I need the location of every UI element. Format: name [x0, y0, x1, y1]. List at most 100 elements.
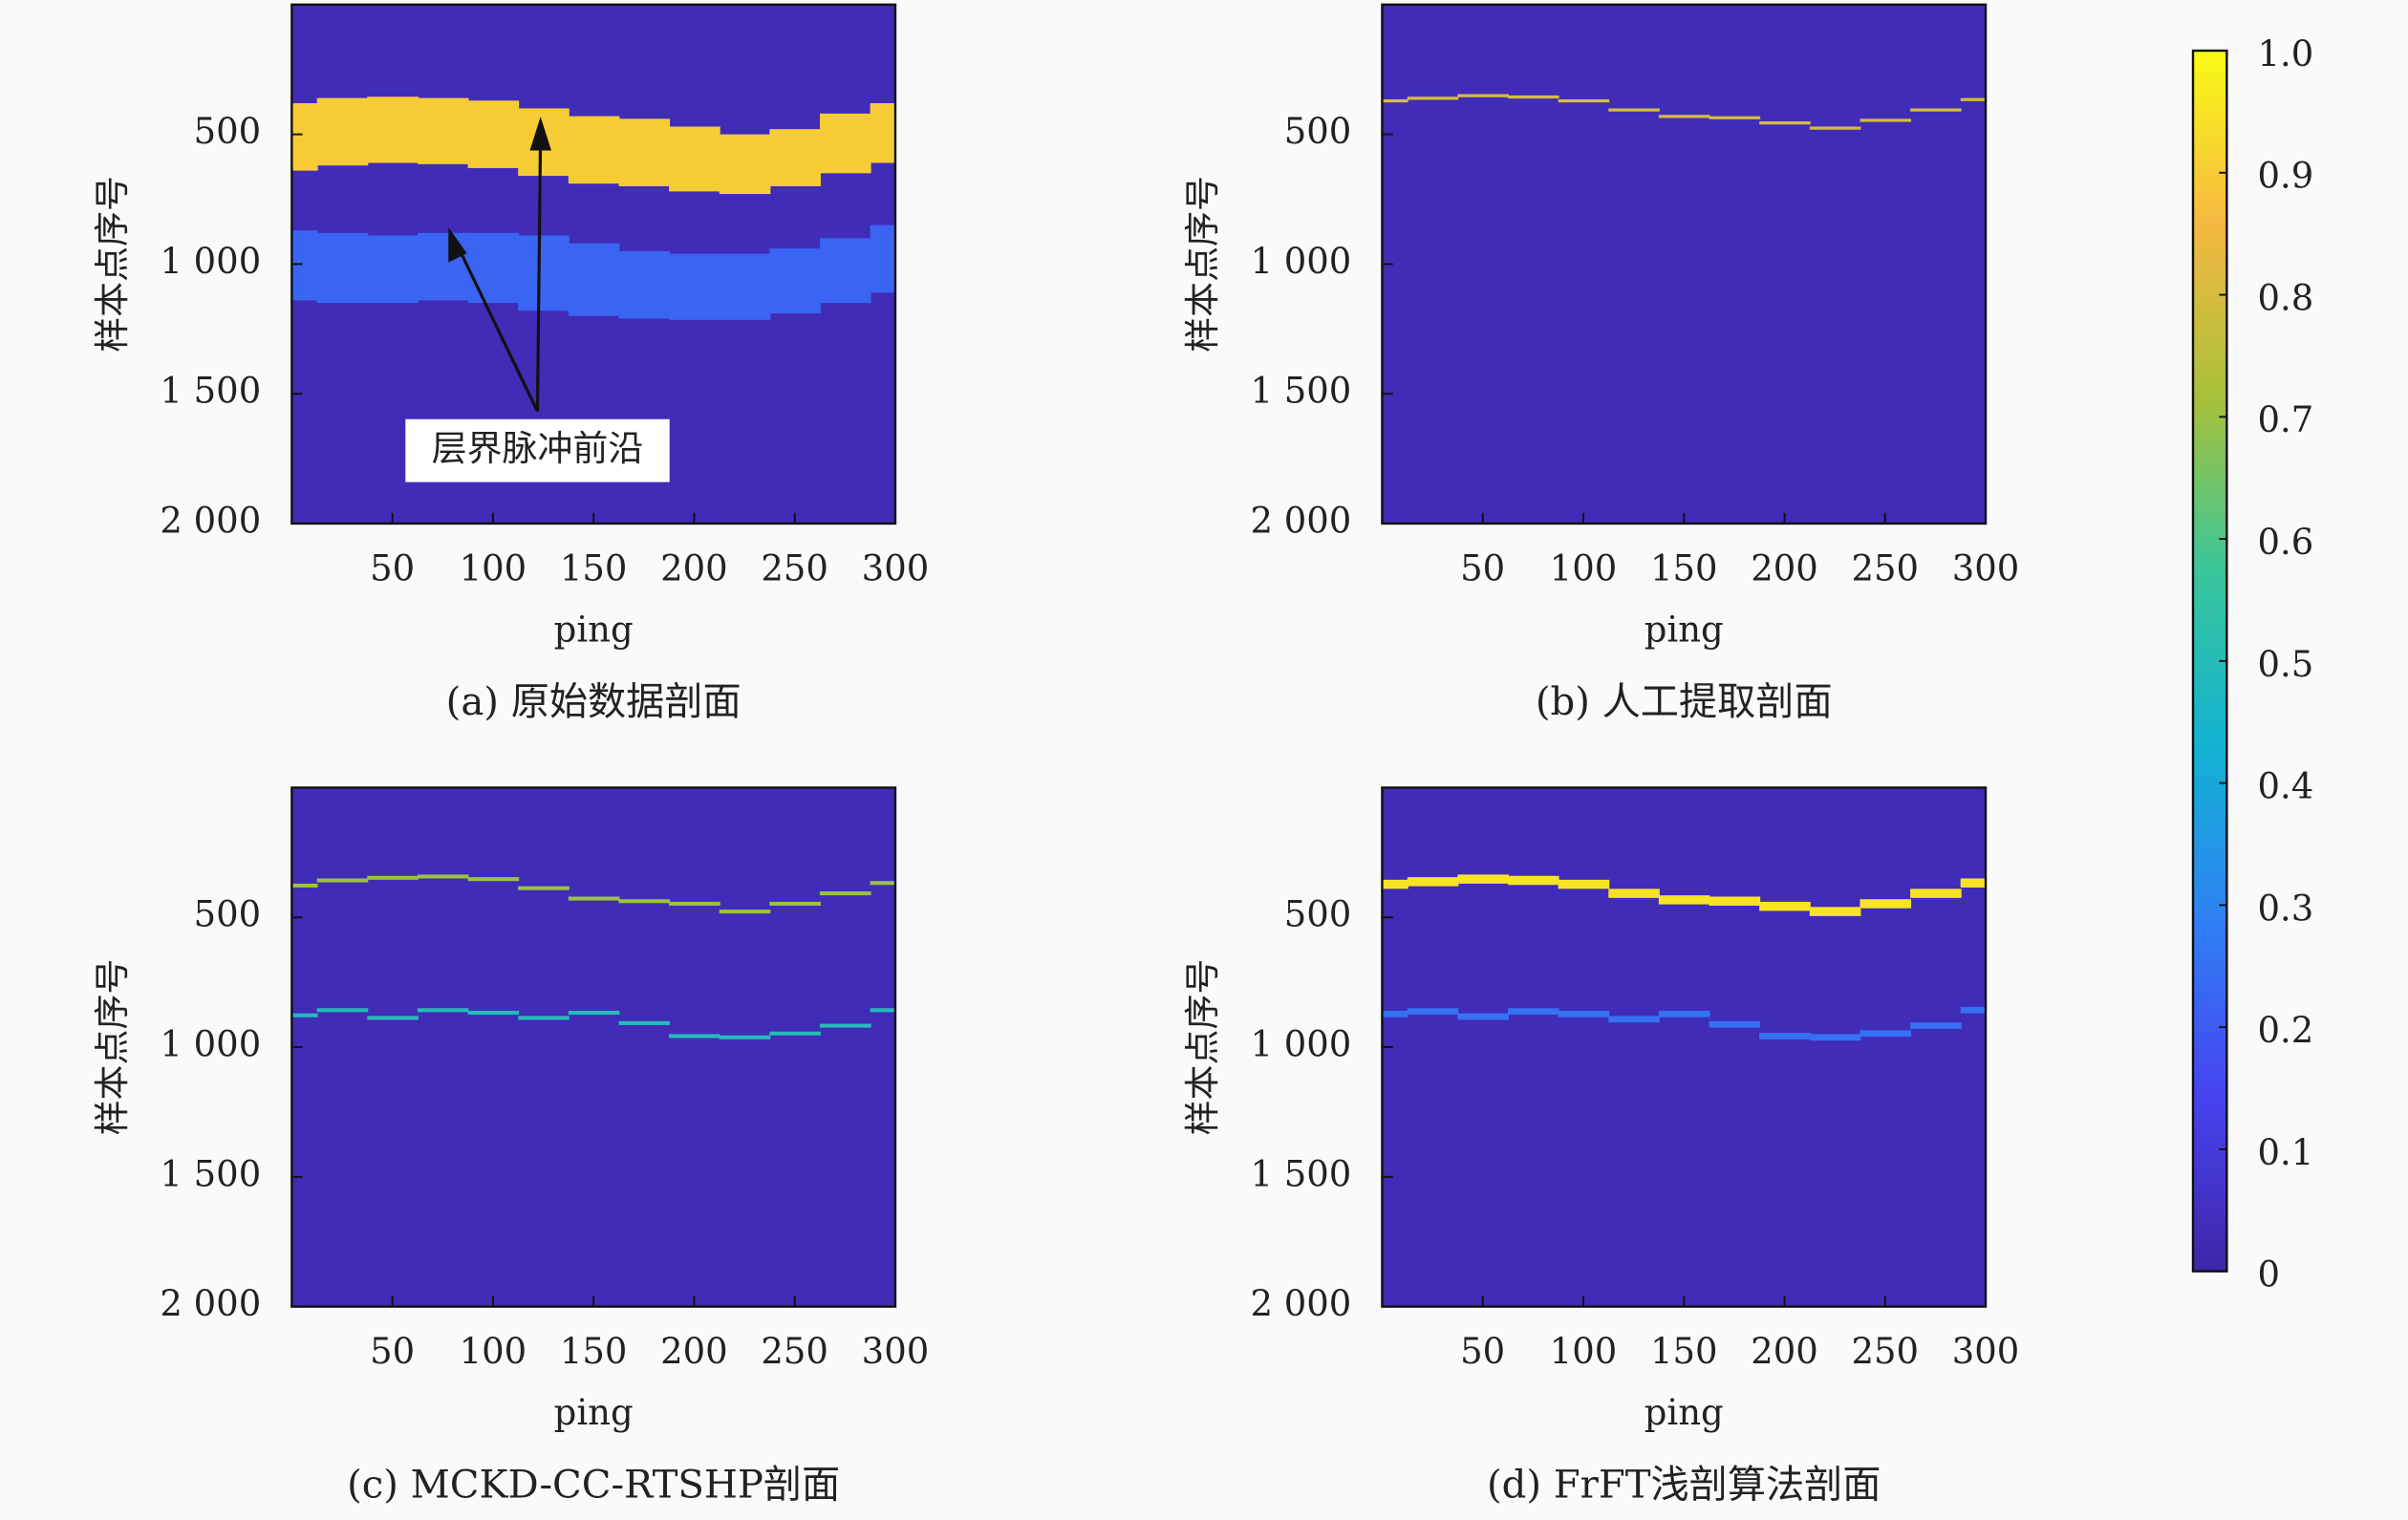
band-cell	[669, 1034, 720, 1038]
band-cell	[769, 129, 821, 186]
band-cell	[1658, 1010, 1710, 1017]
y-tick-label: 2 000	[1250, 501, 1351, 542]
colorbar-tick-label: 1.0	[2258, 33, 2314, 75]
x-tick-label: 250	[1851, 1331, 1919, 1372]
x-tick-label: 300	[862, 1331, 930, 1372]
band-cell	[1407, 1008, 1459, 1016]
band-cell	[1860, 118, 1912, 122]
caption: (a) 原始数据剖面	[446, 680, 742, 724]
band-cell	[1658, 895, 1710, 905]
band-cell	[1759, 1033, 1811, 1039]
band-cell	[1382, 879, 1408, 889]
band-cell	[1809, 1034, 1861, 1041]
heatmap-background	[1382, 4, 1987, 525]
band-cell	[568, 896, 620, 901]
band-cell	[568, 243, 620, 316]
x-tick-label: 200	[1751, 547, 1818, 589]
x-tick-label: 200	[660, 547, 728, 589]
band-cell	[719, 1035, 771, 1039]
caption: (d) FrFT浅剖算法剖面	[1487, 1464, 1881, 1508]
band-cell	[1508, 95, 1559, 99]
band-cell	[1457, 874, 1509, 884]
band-cell	[1508, 875, 1559, 886]
band-cell	[1407, 877, 1459, 887]
band-cell	[518, 886, 570, 890]
band-cell	[291, 1013, 318, 1017]
arrow	[535, 128, 543, 412]
x-tick-label: 250	[761, 1331, 828, 1372]
x-tick-label: 250	[761, 547, 828, 589]
band-cell	[316, 878, 369, 883]
band-cell	[291, 103, 318, 171]
annotation-box	[405, 418, 670, 482]
x-axis-label: ping	[554, 1392, 634, 1433]
band-cell	[1608, 1016, 1660, 1023]
band-cell	[467, 877, 520, 882]
y-tick-label: 1 500	[1250, 371, 1351, 412]
x-tick-label: 300	[1952, 1331, 2020, 1372]
x-tick-label: 200	[1751, 1331, 1818, 1372]
y-tick-label: 1 500	[1250, 1153, 1351, 1194]
panel: 50 100 150 200 250 300 500 1 000 1 500 2 000 ping 样…	[1182, 786, 2020, 1508]
band-cell	[870, 225, 895, 293]
band-cell	[417, 232, 469, 301]
y-tick-label: 1 000	[160, 241, 261, 282]
band-cell	[467, 1010, 520, 1016]
band-cell	[467, 100, 520, 168]
colorbar-tick-label: 0.9	[2258, 156, 2314, 197]
annotation-text: 层界脉冲前沿	[432, 428, 644, 469]
band-cell	[618, 250, 671, 319]
band-cell	[870, 1008, 895, 1013]
band-cell	[1960, 878, 1987, 888]
band-cell	[1508, 1008, 1559, 1016]
band-cell	[417, 1008, 469, 1013]
colorbar-tick-label: 0.8	[2258, 277, 2314, 318]
band-cell	[1658, 115, 1710, 118]
band-cell	[1809, 907, 1861, 916]
x-tick-label: 100	[460, 1331, 527, 1372]
band-cell	[1382, 98, 1408, 103]
x-tick-label: 50	[1460, 547, 1505, 589]
y-tick-label: 2 000	[1250, 1283, 1351, 1324]
y-axis-label: 样本点序号	[92, 959, 133, 1136]
band-cell	[1608, 888, 1660, 898]
band-cell	[820, 238, 871, 304]
band-cell	[417, 874, 469, 879]
band-cell	[568, 116, 620, 184]
band-cell	[518, 235, 570, 311]
band-cell	[316, 232, 369, 304]
heatmap-background	[1382, 787, 1987, 1307]
band-cell	[1709, 116, 1761, 119]
band-cell	[367, 235, 419, 304]
band-cell	[719, 253, 771, 320]
band-cell	[518, 1016, 570, 1020]
band-cell	[870, 103, 895, 163]
band-cell	[1608, 108, 1660, 112]
colorbar-tick-label: 0.5	[2258, 644, 2314, 685]
band-cell	[820, 1023, 871, 1028]
colorbar-tick-label: 0.1	[2258, 1132, 2314, 1173]
panel: 50 100 150 200 250 300 500 1 000 1 500 2 000 ping 样…	[92, 3, 929, 724]
plot-area	[1382, 787, 1987, 1307]
band-cell	[1960, 97, 1987, 101]
band-cell	[1910, 888, 1962, 898]
band-cell	[568, 1010, 620, 1016]
x-tick-label: 200	[660, 1331, 728, 1372]
colorbar-tick-label: 0.7	[2258, 399, 2314, 440]
band-cell	[1759, 121, 1811, 125]
caption: (c) MCKD-CC-RTSHP剖面	[347, 1464, 840, 1508]
band-cell	[1558, 98, 1610, 103]
colorbar: 0 0.1 0.2 0.3 0.4 0.5 0.6 0.7 0.8 0.9 1.0	[2191, 33, 2314, 1295]
band-cell	[291, 883, 318, 888]
band-cell	[367, 96, 419, 163]
band-cell	[316, 1008, 369, 1013]
plot-area	[1382, 4, 1987, 525]
band-cell	[618, 1020, 671, 1025]
caption: (b) 人工提取剖面	[1536, 680, 1833, 724]
band-cell	[669, 253, 720, 320]
y-axis-label: 样本点序号	[92, 176, 133, 353]
x-tick-label: 150	[1650, 1331, 1718, 1372]
x-tick-label: 50	[1460, 1331, 1505, 1372]
y-tick-label: 2 000	[160, 1283, 261, 1324]
